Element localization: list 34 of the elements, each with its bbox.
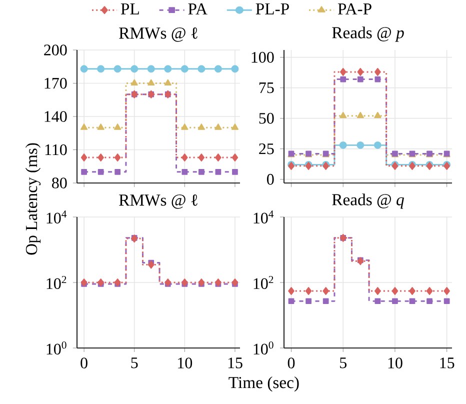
chart-title: Reads @ q — [332, 194, 404, 209]
legend-label: PL — [120, 3, 139, 14]
chart-title: RMWs @ ℓ — [119, 194, 198, 209]
y-axis-title: Op Latency (ms) — [25, 143, 41, 255]
x-axis-title: Time (sec) — [228, 376, 299, 392]
y-tick-label: 50 — [259, 112, 274, 124]
y-tick-label: 10$^{0}$ — [254, 341, 274, 355]
legend-label: PL-P — [256, 3, 289, 14]
x-tick-label: 10 — [178, 358, 192, 368]
y-tick-label: 110 — [45, 144, 67, 156]
chart-title: RMWs @ ℓ — [119, 27, 198, 42]
y-tick-label: 10$^{0}$ — [46, 341, 66, 355]
legend-label: PA-P — [338, 3, 372, 14]
y-tick-label: 100 — [252, 52, 274, 63]
y-tick-label: 10$^{2}$ — [46, 276, 66, 289]
y-tick-label: 170 — [44, 78, 67, 89]
y-tick-label: 10$^{2}$ — [254, 276, 274, 289]
x-tick-label: 0 — [288, 358, 295, 368]
x-tick-label: 15 — [228, 358, 242, 368]
chart-title: Reads @ p — [332, 26, 404, 42]
y-tick-label: 25 — [259, 143, 274, 154]
x-tick-label: 10 — [388, 358, 402, 368]
x-tick-label: 5 — [340, 358, 346, 368]
y-tick-label: 10$^{4}$ — [46, 210, 67, 224]
y-tick-label: 200 — [44, 44, 67, 56]
y-tick-label: 80 — [52, 178, 67, 188]
y-tick-label: 10$^{4}$ — [254, 210, 274, 224]
x-tick-label: 0 — [80, 358, 88, 368]
x-tick-label: 15 — [440, 358, 454, 368]
legend-label: PA — [188, 3, 208, 14]
y-tick-label: 140 — [44, 111, 67, 122]
x-tick-label: 5 — [131, 358, 138, 368]
y-tick-label: 75 — [259, 82, 274, 94]
y-tick-label: 0 — [267, 174, 274, 185]
